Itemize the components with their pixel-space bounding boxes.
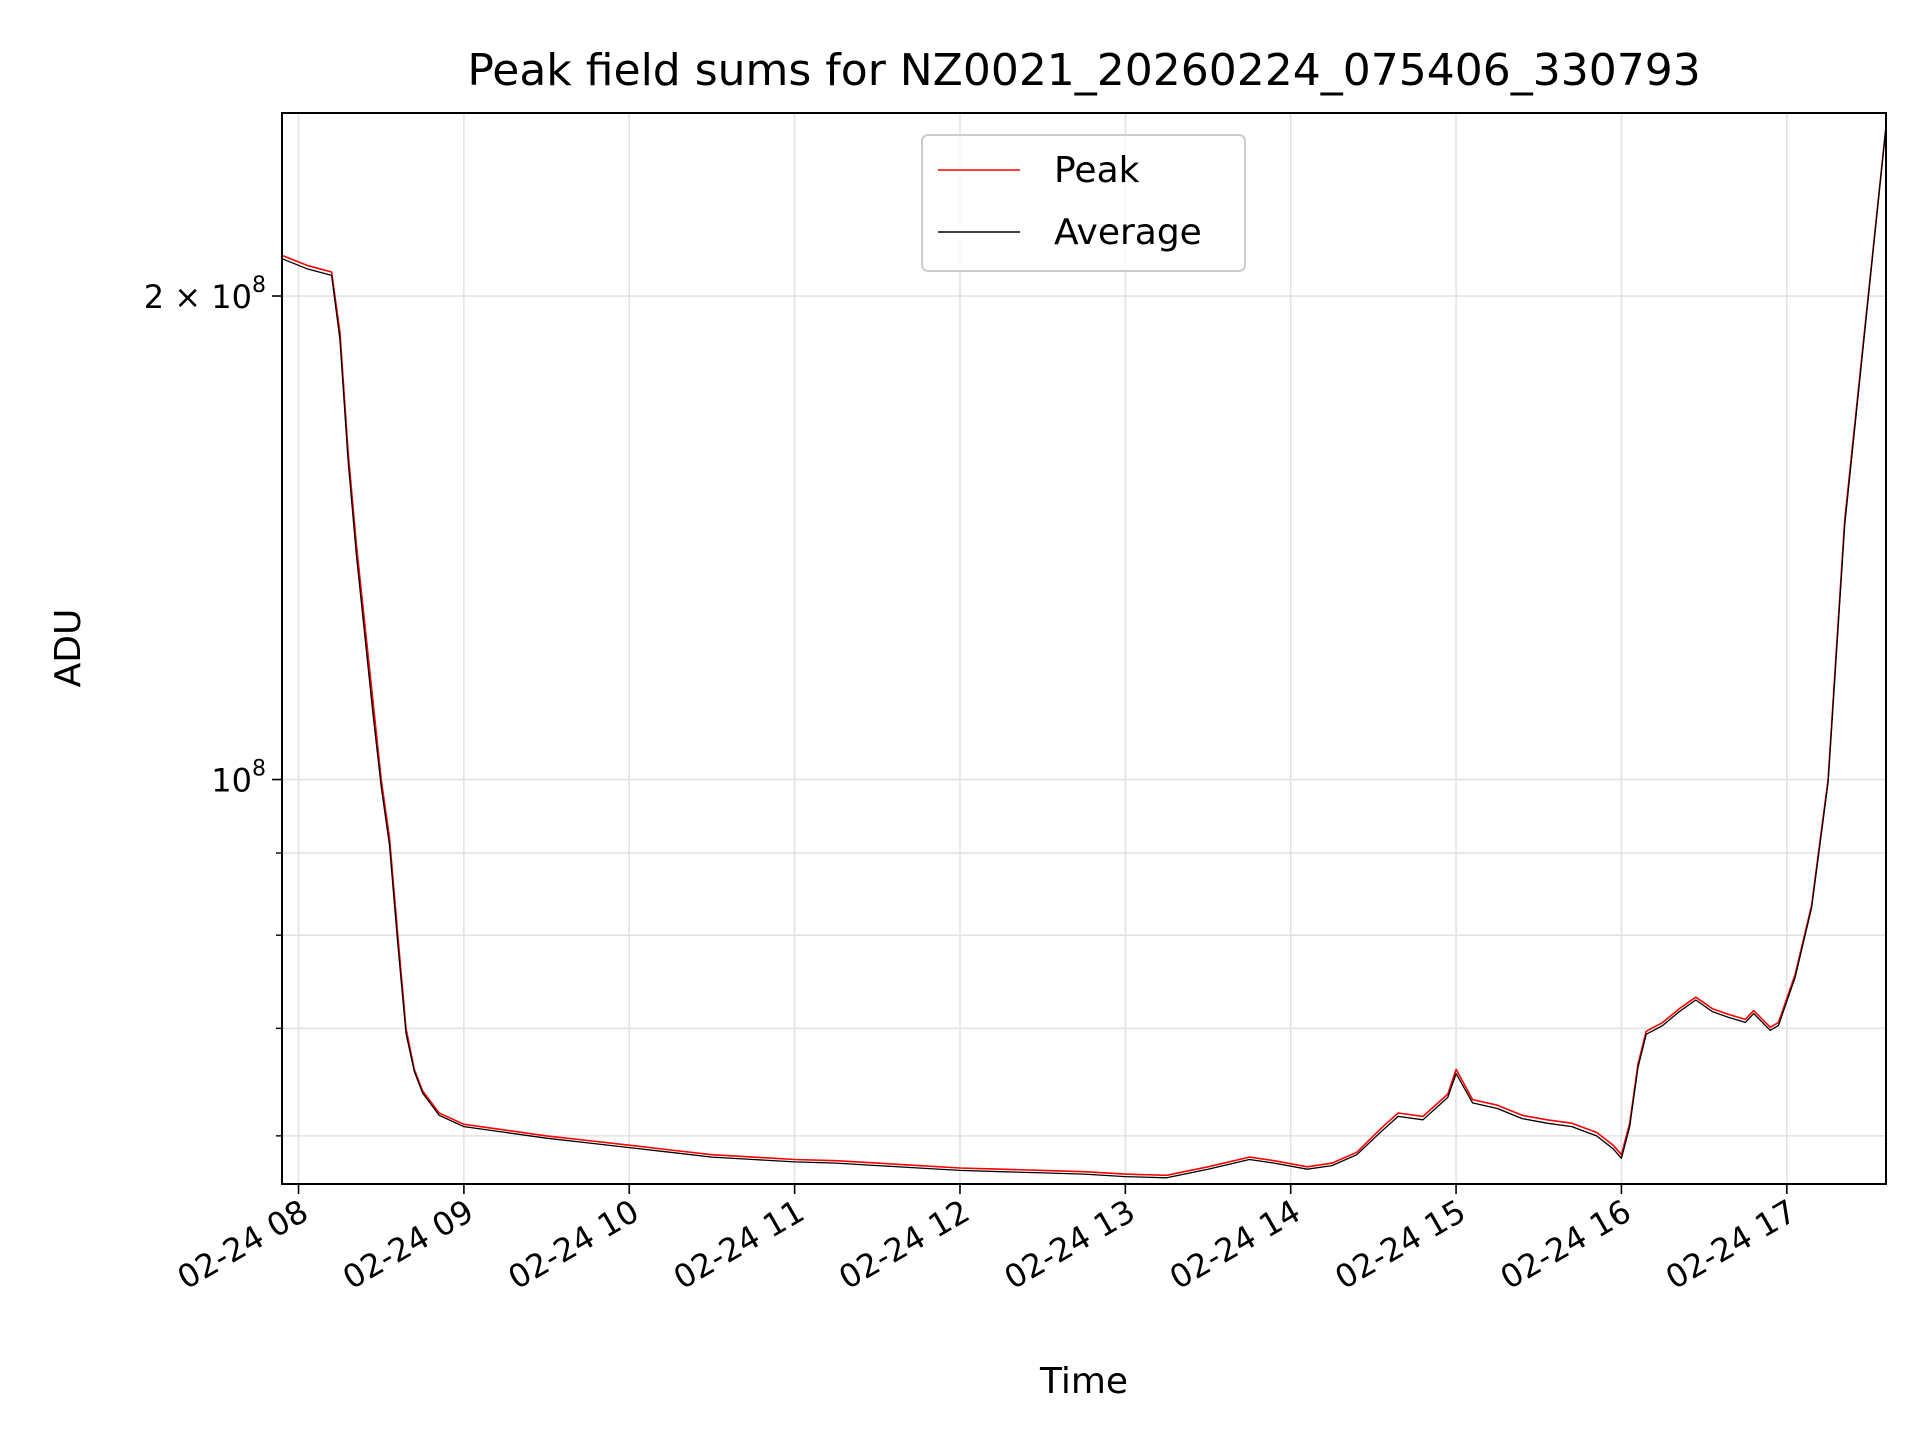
legend-label-peak: Peak bbox=[1054, 150, 1140, 191]
y-tick-label: 2 × 108 bbox=[144, 273, 266, 316]
plot-frame bbox=[281, 112, 1887, 1185]
series-layer bbox=[281, 126, 1887, 1179]
grid bbox=[282, 113, 1886, 1184]
y-axis: 108 2 × 108 bbox=[144, 273, 282, 1137]
series-line-average bbox=[281, 126, 1887, 1179]
series-line-peak bbox=[281, 126, 1887, 1177]
x-axis-label: Time bbox=[1039, 1361, 1128, 1402]
legend: Peak Average bbox=[921, 134, 1246, 272]
legend-label-average: Average bbox=[1054, 212, 1202, 253]
legend-box bbox=[921, 134, 1246, 272]
y-axis-label: ADU bbox=[48, 609, 89, 688]
chart-title: Peak field sums for NZ0021_20260224_0754… bbox=[467, 45, 1700, 96]
y-tick-label: 108 bbox=[211, 757, 266, 800]
